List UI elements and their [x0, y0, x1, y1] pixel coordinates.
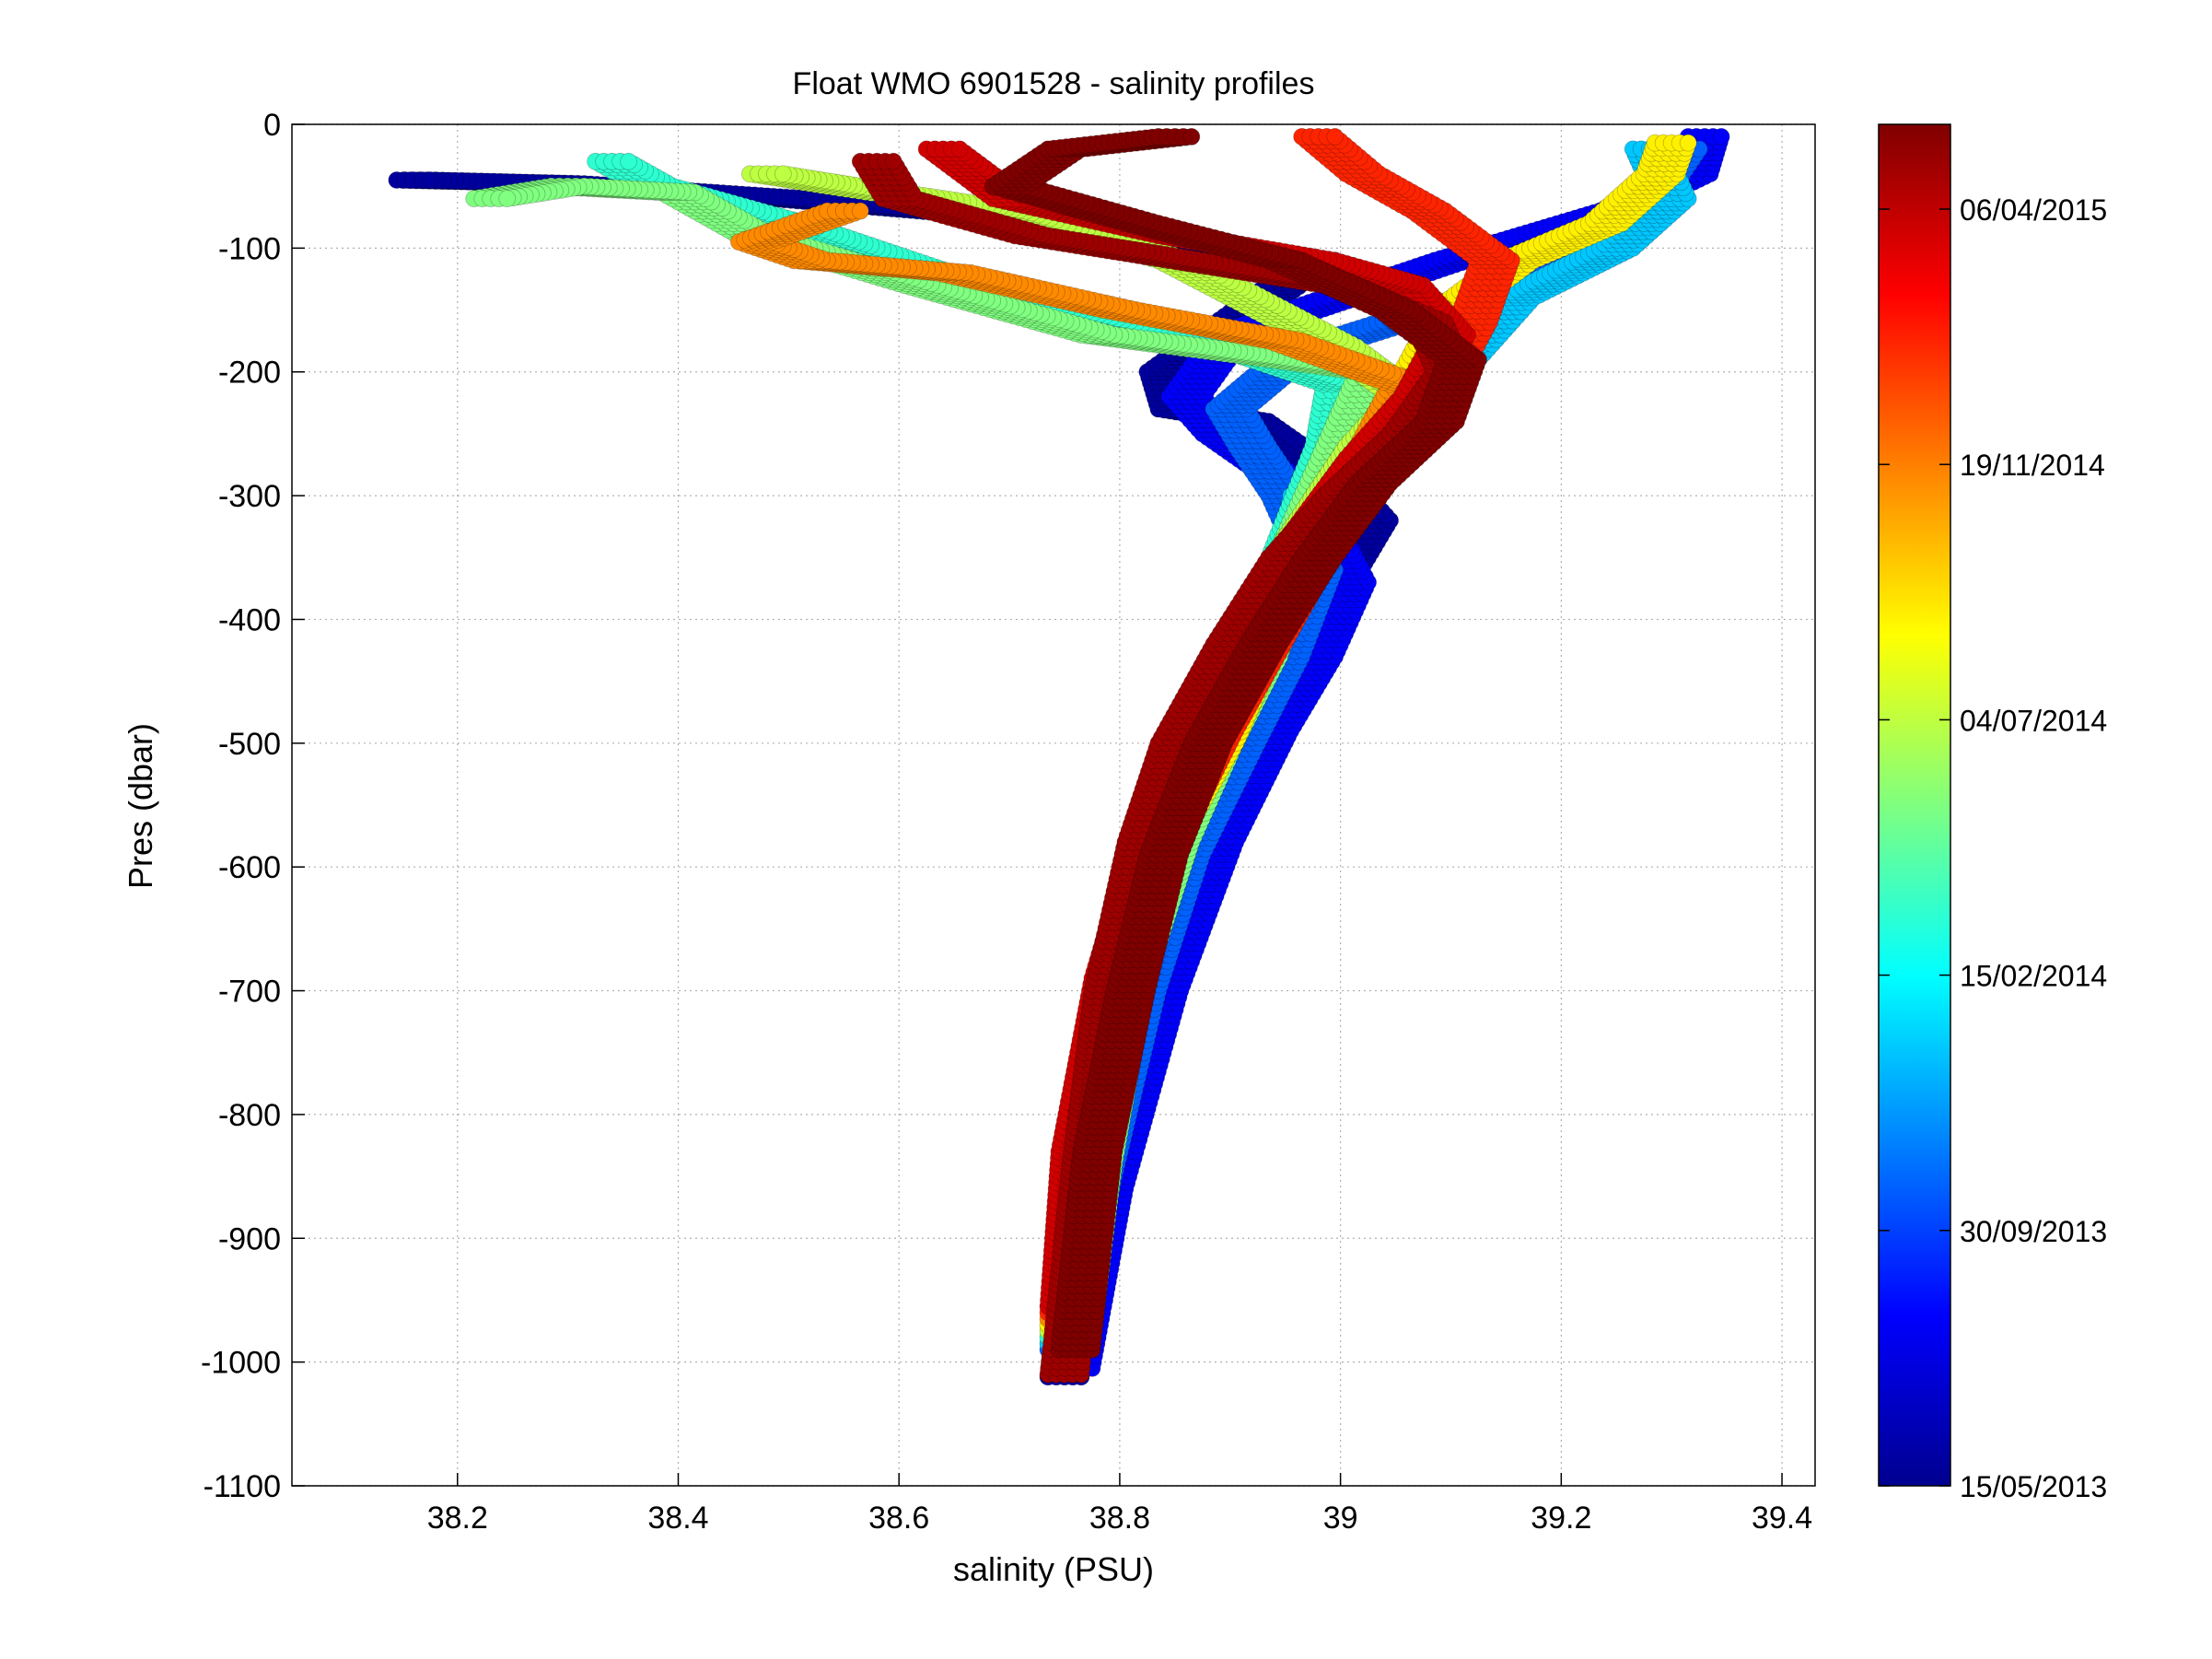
data-point — [1712, 128, 1730, 146]
data-points — [388, 128, 1730, 1386]
data-point — [421, 171, 439, 189]
chart-title: Float WMO 6901528 - salinity profiles — [793, 66, 1315, 101]
